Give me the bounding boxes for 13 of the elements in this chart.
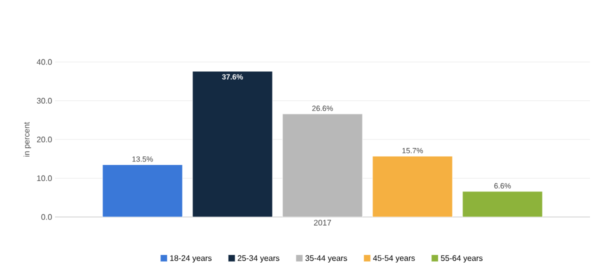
legend-label: 25-34 years [238,255,280,263]
bar [462,191,543,217]
y-tick-label: 30.0 [36,98,52,104]
y-tick-label: 10.0 [37,175,52,182]
y-axis-title: in percent [24,122,32,157]
y-tick-label: 40.0 [36,59,52,65]
y-tick-label: 20.0 [36,136,52,142]
legend-label: 18-24 years [170,255,212,263]
legend-label: 45-54 years [373,255,415,262]
legend-label: 35-44 years [305,255,348,263]
y-tick-label: 0.0 [41,214,52,220]
legend-label: 55-64 years [440,255,483,263]
x-tick-label: 2017 [314,220,331,226]
